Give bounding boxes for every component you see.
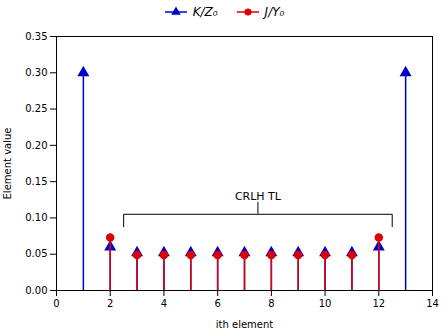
svg-text:0.00: 0.00 bbox=[25, 285, 47, 296]
svg-text:CRLH TL: CRLH TL bbox=[235, 190, 282, 203]
svg-text:0.15: 0.15 bbox=[25, 176, 47, 187]
svg-text:0.30: 0.30 bbox=[25, 67, 47, 78]
svg-text:12: 12 bbox=[372, 298, 385, 309]
svg-text:ith element: ith element bbox=[216, 319, 274, 330]
svg-text:0.20: 0.20 bbox=[25, 140, 47, 151]
svg-text:14: 14 bbox=[426, 298, 439, 309]
html-text:J/Y₀: J/Y₀ bbox=[264, 5, 285, 19]
svg-text:10: 10 bbox=[319, 298, 332, 309]
svg-text:0.35: 0.35 bbox=[25, 31, 47, 42]
svg-text:0.25: 0.25 bbox=[25, 103, 47, 114]
svg-text:Element value: Element value bbox=[2, 128, 13, 200]
svg-text:0.10: 0.10 bbox=[25, 212, 47, 223]
svg-text:8: 8 bbox=[268, 298, 274, 309]
html-text:K/Z₀: K/Z₀ bbox=[192, 5, 218, 19]
svg-text:4: 4 bbox=[161, 298, 167, 309]
svg-text:0.05: 0.05 bbox=[25, 248, 47, 259]
svg-text:0: 0 bbox=[53, 298, 59, 309]
svg-text:6: 6 bbox=[214, 298, 220, 309]
svg-text:2: 2 bbox=[107, 298, 113, 309]
